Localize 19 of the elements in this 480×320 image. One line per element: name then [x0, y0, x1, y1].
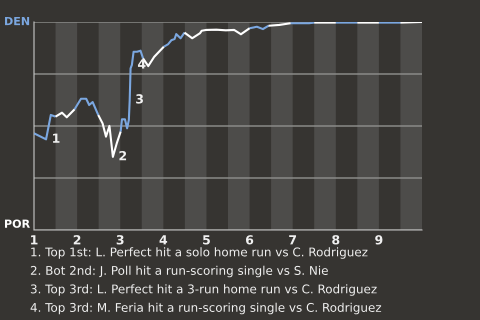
text: DEN — [5, 16, 30, 26]
x-tick-label: 6 — [246, 235, 254, 245]
annotation: 2 — [119, 150, 126, 160]
annotation: 1 — [53, 134, 60, 143]
annotation: 3 — [136, 94, 143, 104]
x-tick-label: 7 — [289, 235, 296, 244]
x-tick-label: 3 — [116, 235, 124, 245]
x-tick-label: 5 — [203, 235, 210, 245]
text: 1. Top 1st: L. Perfect hit a solo home run vs C. Rodriguez — [31, 247, 368, 259]
x-tick-label: 1 — [31, 235, 38, 244]
x-tick-label: 4 — [160, 235, 168, 244]
text: 3. Top 3rd: L. Perfect hit a 3-run home run vs C. Rodriguez — [30, 284, 377, 296]
text: 4. Top 3rd: M. Feria hit a run-scoring single vs C. Rodriguez — [30, 302, 382, 314]
text: 2. Bot 2nd: J. Poll hit a run-scoring single vs S. Nie — [30, 266, 328, 278]
x-tick-label: 8 — [332, 235, 340, 245]
x-tick-label: 9 — [375, 235, 382, 245]
x-tick-label: 2 — [74, 235, 80, 244]
annotation: 4 — [138, 59, 146, 69]
text: POR — [4, 219, 30, 228]
